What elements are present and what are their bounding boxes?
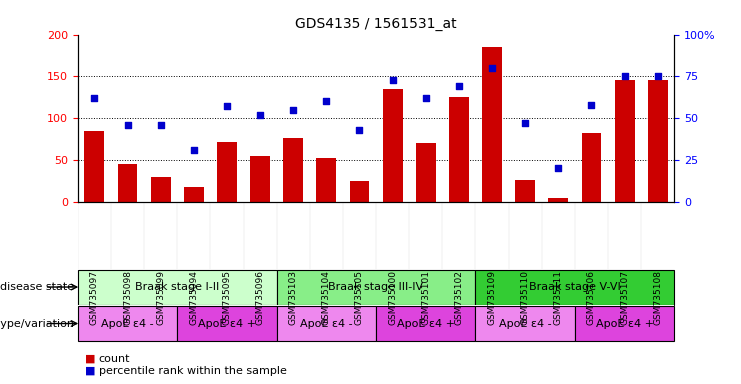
Bar bbox=[276, 270, 476, 305]
Bar bbox=[78, 306, 177, 341]
Bar bbox=[177, 306, 276, 341]
Text: count: count bbox=[99, 354, 130, 364]
Point bbox=[486, 65, 498, 71]
Bar bbox=[84, 131, 104, 202]
Bar bbox=[476, 306, 575, 341]
Bar bbox=[217, 142, 237, 202]
Text: percentile rank within the sample: percentile rank within the sample bbox=[99, 366, 287, 376]
Bar bbox=[250, 157, 270, 202]
Bar bbox=[582, 133, 602, 202]
Point bbox=[552, 165, 564, 171]
Bar bbox=[382, 89, 402, 202]
Text: Braak stage V-VI: Braak stage V-VI bbox=[529, 282, 621, 292]
Point bbox=[88, 95, 100, 101]
Text: Braak stage I-II: Braak stage I-II bbox=[135, 282, 219, 292]
Bar bbox=[575, 306, 674, 341]
Point bbox=[353, 127, 365, 133]
Bar bbox=[276, 306, 376, 341]
Text: ApoE ε4 -: ApoE ε4 - bbox=[102, 318, 154, 329]
Text: ApoE ε4 +: ApoE ε4 + bbox=[198, 318, 256, 329]
Text: Braak stage III-IV: Braak stage III-IV bbox=[328, 282, 424, 292]
Point bbox=[652, 73, 664, 79]
Point bbox=[619, 73, 631, 79]
Point bbox=[387, 76, 399, 83]
Bar bbox=[118, 164, 138, 202]
Text: ApoE ε4 +: ApoE ε4 + bbox=[396, 318, 455, 329]
Bar bbox=[416, 143, 436, 202]
Point bbox=[122, 122, 133, 128]
Text: ■: ■ bbox=[85, 354, 96, 364]
Bar bbox=[184, 187, 204, 202]
Bar bbox=[515, 180, 535, 202]
Bar bbox=[283, 138, 303, 202]
Bar bbox=[350, 181, 370, 202]
Text: ApoE ε4 -: ApoE ε4 - bbox=[300, 318, 353, 329]
Text: ■: ■ bbox=[85, 366, 96, 376]
Bar bbox=[316, 158, 336, 202]
Bar bbox=[548, 198, 568, 202]
Point bbox=[453, 83, 465, 89]
Point bbox=[155, 122, 167, 128]
Title: GDS4135 / 1561531_at: GDS4135 / 1561531_at bbox=[295, 17, 457, 31]
Bar bbox=[150, 177, 170, 202]
Text: genotype/variation: genotype/variation bbox=[0, 318, 74, 329]
Point bbox=[221, 103, 233, 109]
Bar bbox=[648, 81, 668, 202]
Point bbox=[254, 112, 266, 118]
Text: ApoE ε4 -: ApoE ε4 - bbox=[499, 318, 551, 329]
Point bbox=[188, 147, 200, 153]
Text: disease state: disease state bbox=[0, 282, 74, 292]
Bar bbox=[449, 97, 469, 202]
Bar bbox=[482, 47, 502, 202]
Point bbox=[519, 120, 531, 126]
Point bbox=[320, 98, 332, 104]
Point bbox=[420, 95, 432, 101]
Text: ApoE ε4 +: ApoE ε4 + bbox=[596, 318, 654, 329]
Bar bbox=[376, 306, 476, 341]
Bar bbox=[476, 270, 674, 305]
Point bbox=[585, 102, 597, 108]
Point bbox=[288, 107, 299, 113]
Bar bbox=[614, 81, 634, 202]
Bar bbox=[78, 270, 276, 305]
